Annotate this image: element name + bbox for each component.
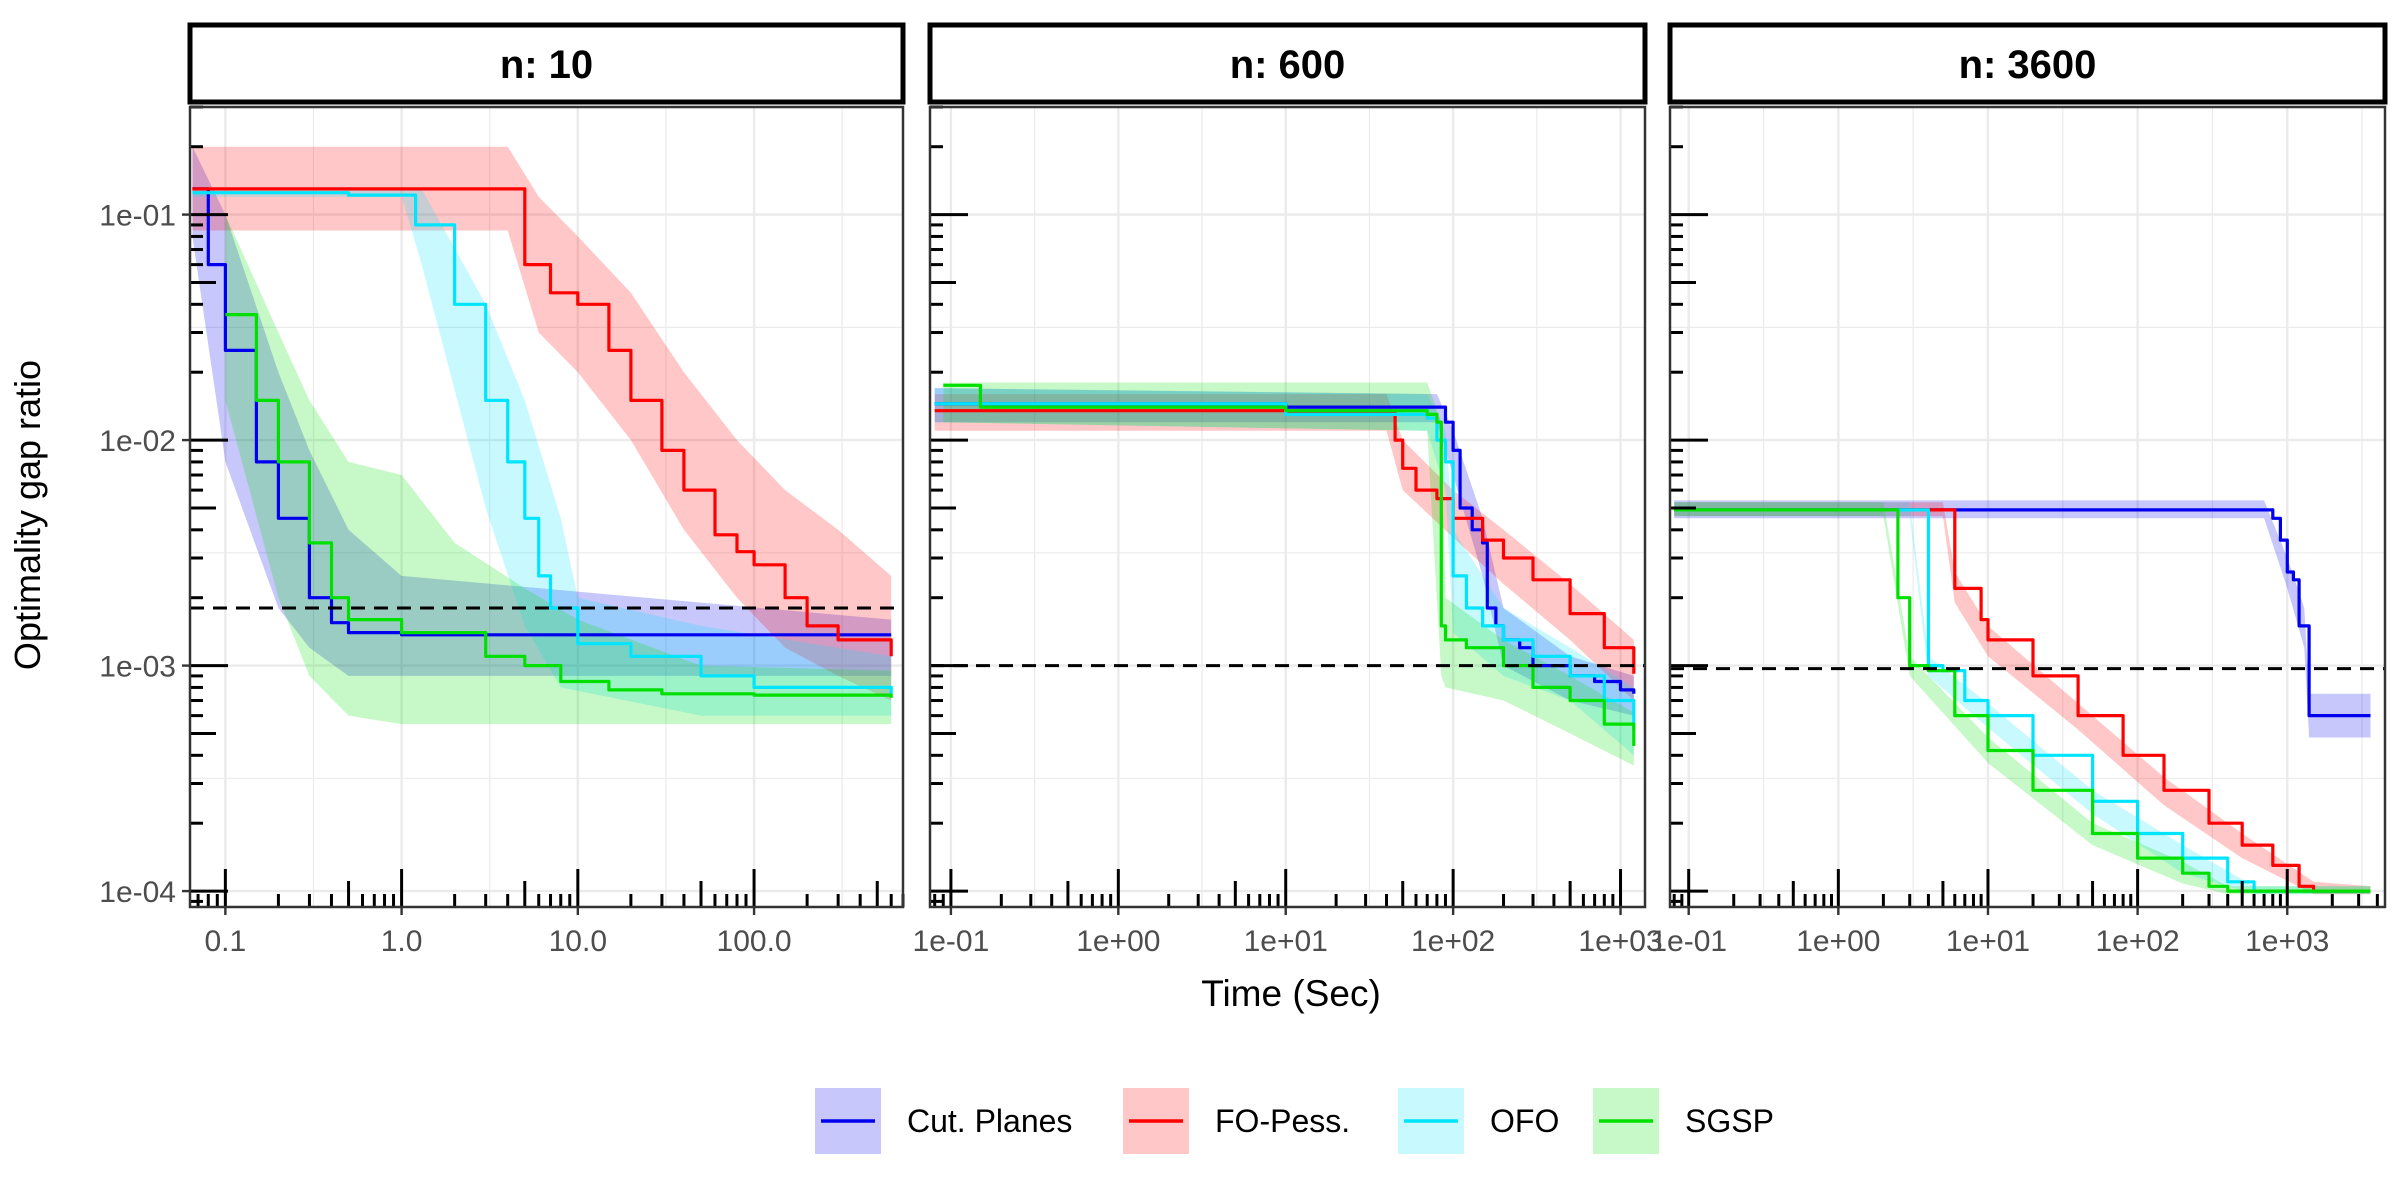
x-tick-label: 1e-01 [913, 925, 990, 958]
x-tick-label: 1e-01 [1650, 925, 1727, 958]
x-tick-label: 1e+00 [1796, 925, 1880, 958]
legend-item: OFO [1398, 1088, 1559, 1154]
line-sgsp [1674, 508, 2371, 893]
legend-label: FO-Pess. [1215, 1103, 1350, 1139]
panel-strip [187, 22, 906, 105]
y-tick-label: 1e-01 [99, 200, 176, 233]
x-tick-label: 1e+02 [2095, 925, 2179, 958]
panel-title: n: 600 [1230, 43, 1346, 87]
panel: n: 600 1e-01 1e+00 1e+01 1e+02 1e+03 [913, 22, 1663, 958]
line-cut-planes [192, 187, 892, 637]
series-group [192, 146, 893, 725]
line-fo-pess- [1674, 508, 2371, 893]
panel-strip [927, 22, 1648, 105]
x-tick-label: 1e+03 [2245, 925, 2329, 958]
panel-strip [1667, 22, 2388, 105]
x-tick-label: 1e+01 [1244, 925, 1328, 958]
line-ofo [934, 402, 1636, 730]
line-cut-planes [1674, 508, 2371, 718]
x-tick-label: 1e+00 [1076, 925, 1160, 958]
ribbon-sgsp [225, 214, 892, 725]
ribbon-cut-planes [192, 146, 892, 676]
legend-label: SGSP [1685, 1103, 1774, 1139]
x-tick-label: 1.0 [381, 925, 423, 958]
legend-item: FO-Pess. [1123, 1088, 1350, 1154]
panel-title: n: 10 [500, 43, 593, 87]
legend-label: OFO [1490, 1103, 1559, 1139]
y-tick-label: 1e-03 [99, 651, 176, 684]
panel-title: n: 3600 [1959, 43, 2097, 87]
line-ofo [192, 191, 893, 694]
log-ticks [190, 105, 905, 907]
log-ticks [1670, 105, 2379, 907]
panel-border [1668, 105, 2387, 909]
panel: n: 3600 1e-01 1e+00 1e+01 1e+02 1e+03 [1650, 22, 2388, 958]
plot-area [930, 107, 1645, 907]
x-tick-label: 1e+02 [1411, 925, 1495, 958]
series-group [1674, 500, 2371, 895]
ribbon-sgsp [943, 382, 1634, 766]
panel-border [188, 105, 905, 909]
panel-border [928, 105, 1647, 909]
series-group [934, 382, 1636, 766]
x-tick-label: 1e+03 [1578, 925, 1662, 958]
panel: n: 10 1e-04 1e-03 1e-02 1e-01 0.1 1.0 10.0 100.0 [99, 22, 906, 958]
legend-item: SGSP [1593, 1088, 1774, 1154]
ribbon-fo-pess- [934, 394, 1634, 701]
line-sgsp [943, 383, 1636, 746]
panels: n: 10 1e-04 1e-03 1e-02 1e-01 0.1 1.0 10.0 100.0… [99, 22, 2388, 958]
x-tick-label: 100.0 [717, 925, 792, 958]
x-axis-title: Time (Sec) [1201, 973, 1381, 1014]
legend: Cut. Planes FO-Pess. OFO SGSP [815, 1088, 1774, 1154]
x-tick-label: 1e+01 [1946, 925, 2030, 958]
line-sgsp [225, 313, 893, 698]
legend-label: Cut. Planes [907, 1103, 1072, 1139]
y-tick-label: 1e-02 [99, 425, 176, 458]
y-tick-label: 1e-04 [99, 876, 176, 909]
log-ticks [930, 105, 1623, 907]
x-tick-label: 0.1 [205, 925, 247, 958]
ribbon-ofo [192, 188, 892, 716]
line-fo-pess- [192, 187, 893, 657]
x-tick-label: 10.0 [549, 925, 607, 958]
ribbon-fo-pess- [192, 146, 892, 701]
plot-area [1670, 107, 2385, 907]
y-axis-title: Optimality gap ratio [7, 360, 48, 670]
legend-item: Cut. Planes [815, 1088, 1072, 1154]
